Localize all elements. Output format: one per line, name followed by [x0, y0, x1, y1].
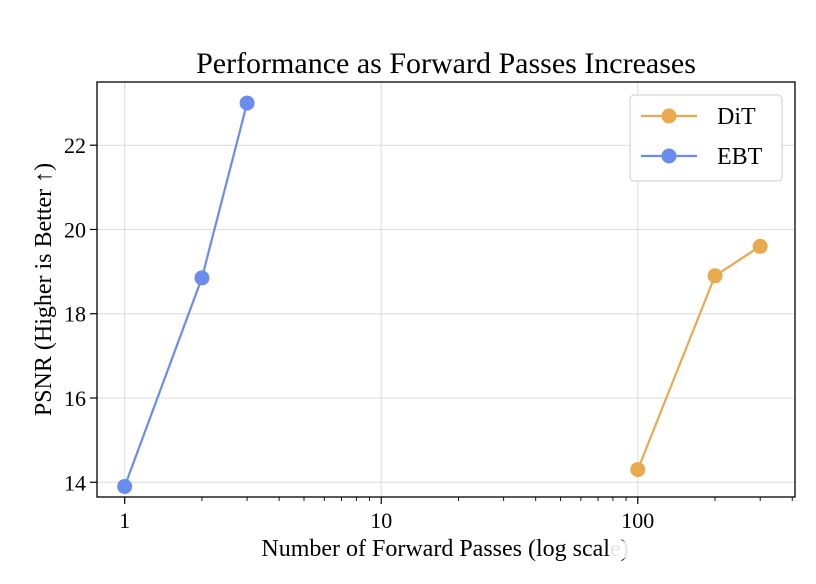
series-line-dit — [636, 245, 761, 471]
plot-area-frame — [96, 81, 796, 498]
y-tick-label: 16 — [64, 386, 86, 411]
y-axis-label: PSNR (Higher is Better ↑) — [31, 163, 57, 416]
y-tick-label: 22 — [64, 133, 86, 158]
series-layer — [117, 95, 768, 494]
legend: DiT EBT — [629, 94, 783, 182]
x-tick-label: 100 — [621, 508, 654, 533]
series-line-ebt — [123, 102, 249, 487]
y-tick-label: 14 — [64, 470, 86, 495]
watermark: 公众号 · 新智元 — [609, 540, 766, 562]
wechat-icon — [609, 540, 629, 560]
watermark-text: 公众号 · 新智元 — [634, 540, 766, 562]
x-tick-label: 10 — [370, 508, 392, 533]
data-point-dit — [707, 268, 723, 284]
legend-swatch-marker — [661, 108, 677, 124]
data-point-ebt — [239, 95, 255, 111]
y-tick-label: 20 — [64, 217, 86, 242]
legend-label: EBT — [717, 144, 763, 170]
legend-label: DiT — [717, 104, 756, 130]
axes: 1 10 100 14 16 18 20 22 — [64, 133, 793, 533]
legend-swatch-marker — [661, 148, 677, 164]
data-point-dit — [630, 462, 646, 478]
x-tick-label: 1 — [119, 508, 130, 533]
y-tick-label: 18 — [64, 302, 86, 327]
data-point-ebt — [117, 478, 133, 494]
x-axis-label: Number of Forward Passes (log scale) — [261, 536, 628, 562]
data-point-ebt — [194, 270, 210, 286]
chart-title: Performance as Forward Passes Increases — [196, 47, 696, 80]
data-point-dit — [752, 238, 768, 254]
